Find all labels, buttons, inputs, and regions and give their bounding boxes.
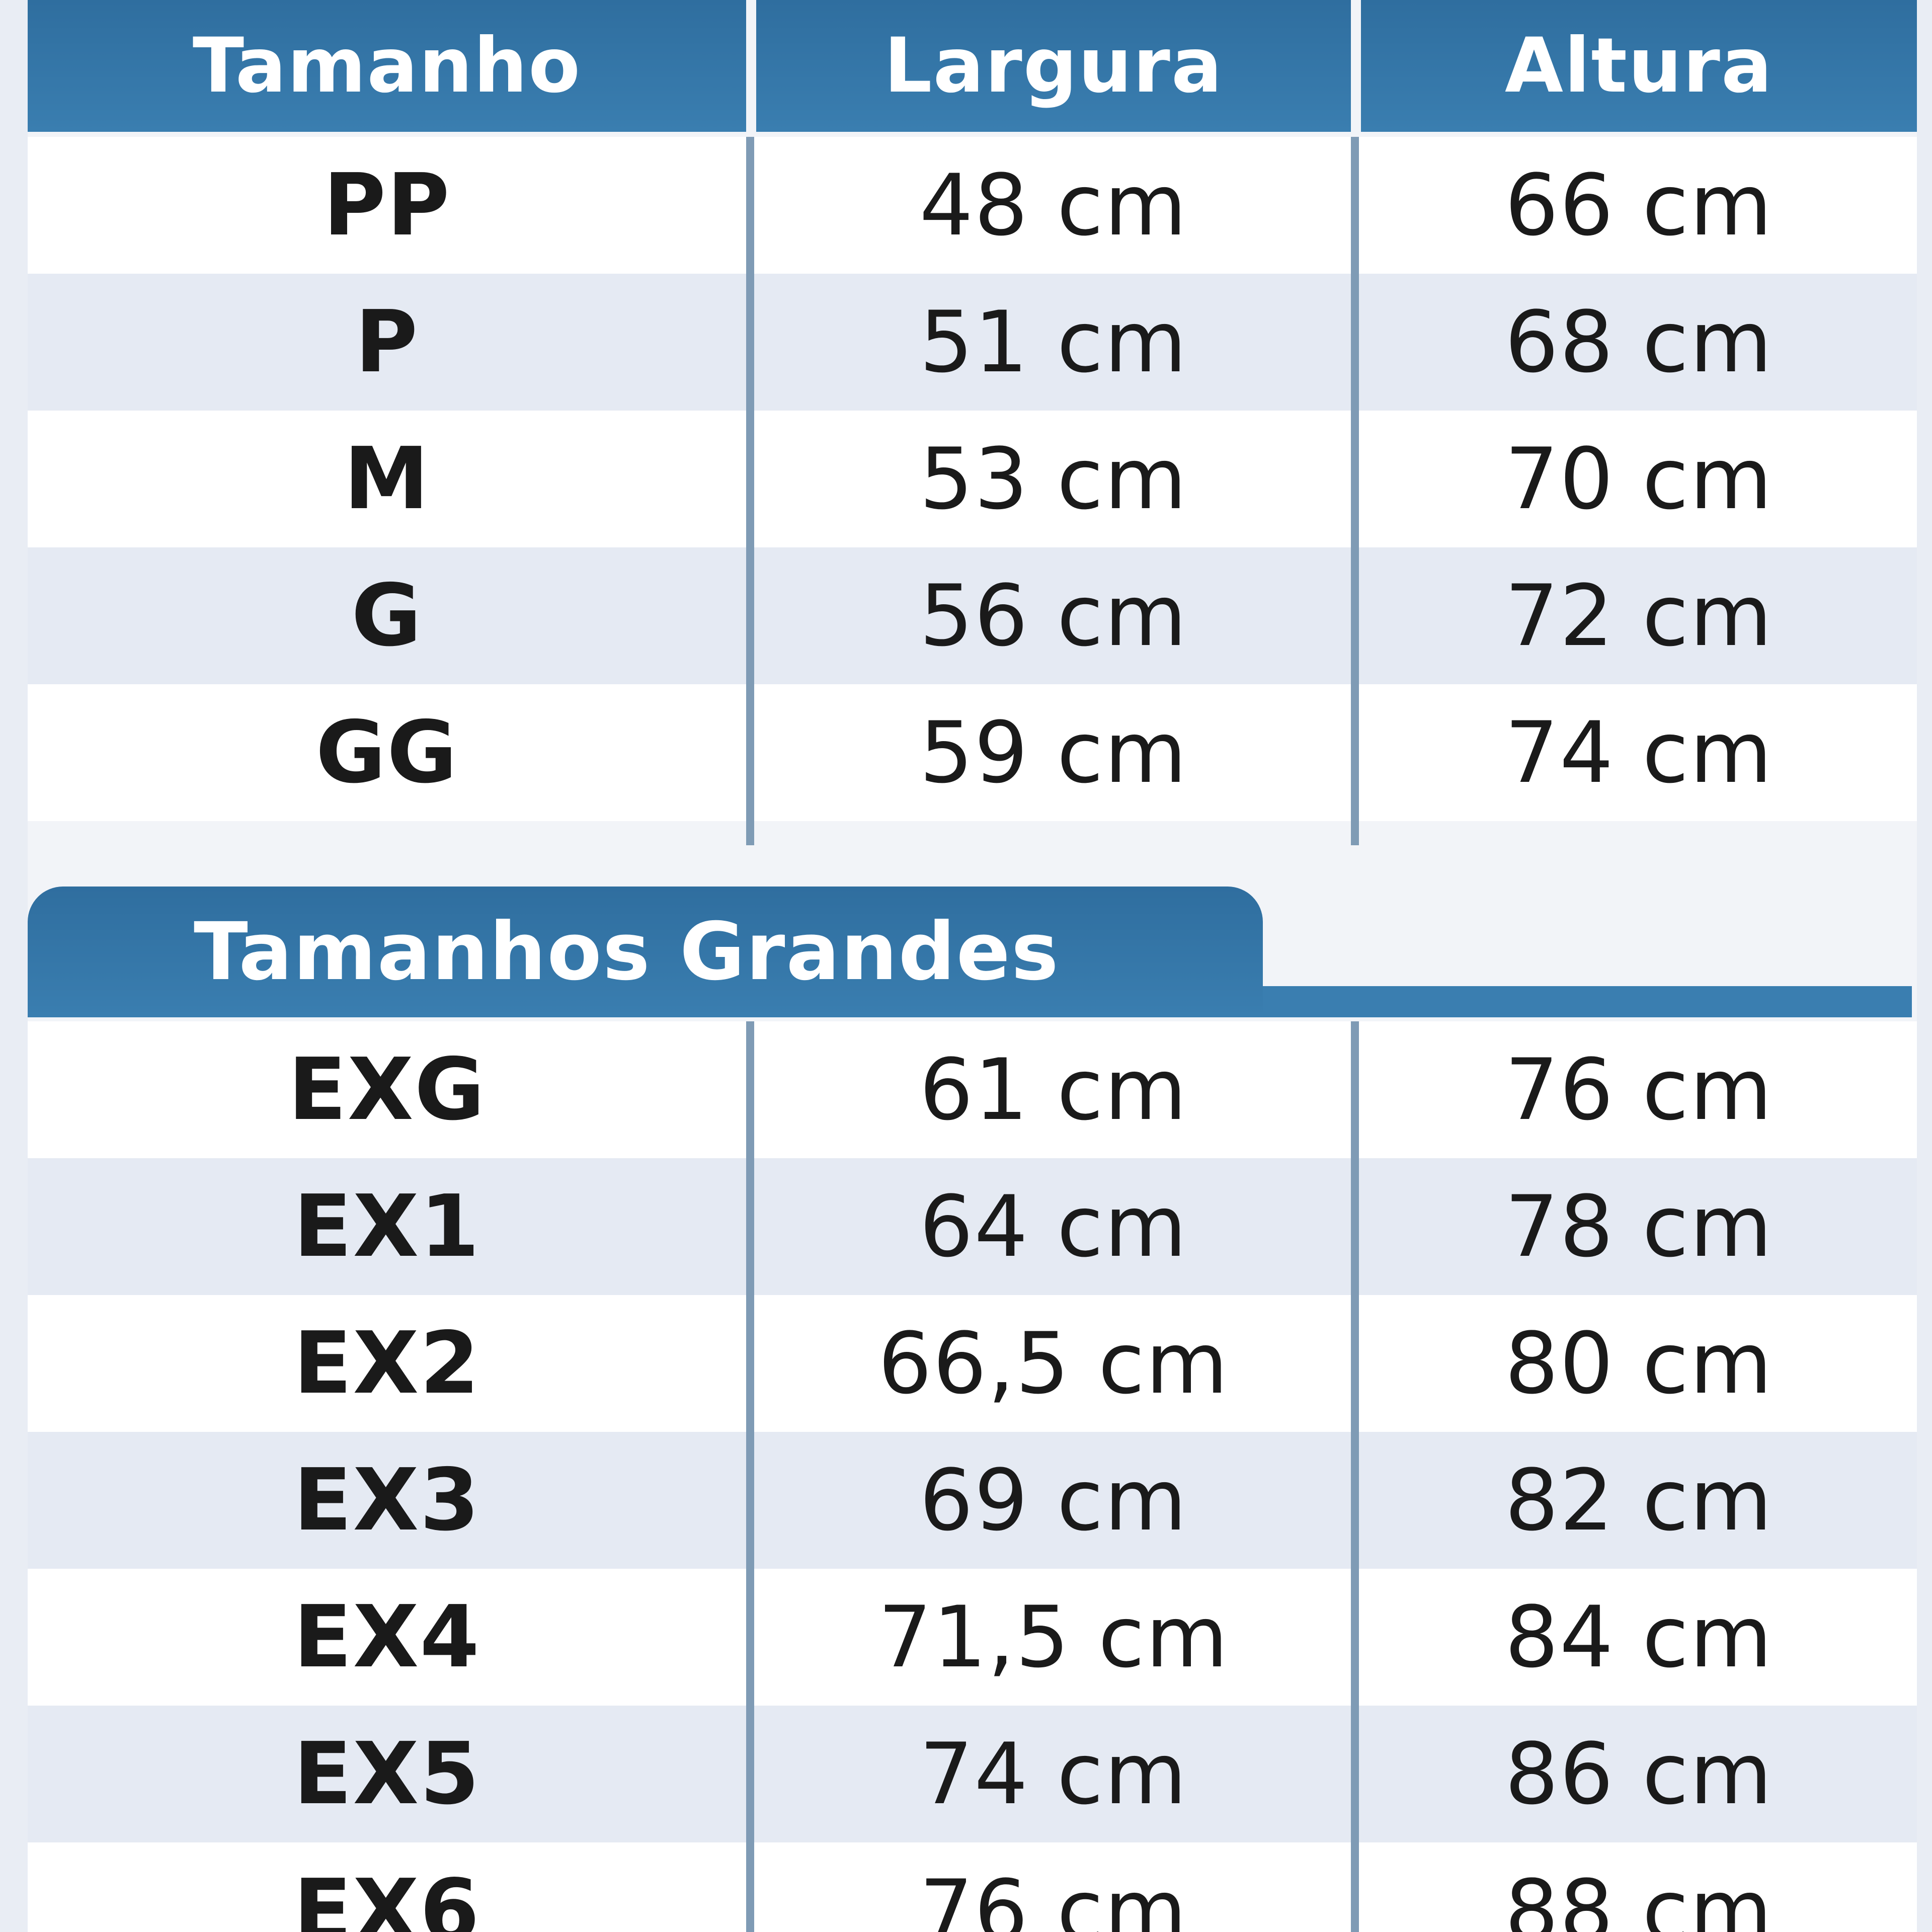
width-value: 74 cm [919, 1725, 1188, 1823]
size-label: P [355, 292, 419, 392]
width-value: 69 cm [919, 1451, 1188, 1550]
height-value: 74 cm [1504, 703, 1774, 802]
large-sizes-tab: Tamanhos Grandes [28, 887, 1263, 1017]
column-divider [1351, 137, 1359, 845]
table-row: EX4 71,5 cm 84 cm [28, 1569, 1917, 1706]
size-label: EX2 [293, 1314, 480, 1413]
height-value: 84 cm [1504, 1588, 1774, 1686]
height-value: 66 cm [1504, 156, 1774, 255]
size-label: EXG [288, 1040, 486, 1140]
column-divider [746, 137, 754, 845]
height-value: 70 cm [1504, 430, 1774, 528]
height-value: 80 cm [1504, 1314, 1774, 1413]
height-value: 88 cm [1504, 1862, 1774, 1932]
table-header: Tamanho Largura Altura [28, 0, 1917, 132]
width-value: 53 cm [919, 430, 1188, 528]
height-value: 86 cm [1504, 1725, 1774, 1823]
table-row: EX5 74 cm 86 cm [28, 1706, 1917, 1842]
size-label: EX1 [293, 1177, 480, 1276]
size-label: EX3 [293, 1451, 480, 1550]
height-value: 68 cm [1504, 293, 1774, 391]
right-margin [1917, 0, 1932, 1932]
width-value: 48 cm [919, 156, 1188, 255]
size-label: G [351, 566, 423, 666]
table-row: PP 48 cm 66 cm [28, 137, 1917, 274]
width-value: 76 cm [919, 1862, 1188, 1932]
height-value: 78 cm [1504, 1177, 1774, 1276]
header-size: Tamanho [28, 0, 746, 132]
size-label: M [344, 429, 430, 529]
table-row: M 53 cm 70 cm [28, 411, 1917, 547]
table-row: EX3 69 cm 82 cm [28, 1432, 1917, 1569]
column-divider [1351, 1021, 1359, 1932]
width-value: 59 cm [919, 703, 1188, 802]
width-value: 56 cm [919, 567, 1188, 665]
table-row: EX2 66,5 cm 80 cm [28, 1295, 1917, 1432]
table-row: EX1 64 cm 78 cm [28, 1158, 1917, 1295]
size-label: EX5 [293, 1724, 480, 1824]
column-divider [746, 1021, 754, 1932]
table-row: EXG 61 cm 76 cm [28, 1021, 1917, 1158]
table-row: P 51 cm 68 cm [28, 274, 1917, 411]
size-label: EX4 [293, 1587, 480, 1687]
width-value: 51 cm [919, 293, 1188, 391]
width-value: 61 cm [919, 1040, 1188, 1139]
height-value: 72 cm [1504, 567, 1774, 665]
left-margin [0, 0, 28, 1932]
header-height: Altura [1361, 0, 1917, 132]
size-label: EX6 [293, 1861, 480, 1932]
table-row: G 56 cm 72 cm [28, 547, 1917, 684]
width-value: 66,5 cm [878, 1314, 1229, 1413]
table-row: EX6 76 cm 88 cm [28, 1842, 1917, 1932]
size-label: GG [315, 703, 458, 802]
height-value: 82 cm [1504, 1451, 1774, 1550]
height-value: 76 cm [1504, 1040, 1774, 1139]
table-row: GG 59 cm 74 cm [28, 684, 1917, 821]
width-value: 71,5 cm [878, 1588, 1229, 1686]
header-width: Largura [756, 0, 1351, 132]
width-value: 64 cm [919, 1177, 1188, 1276]
size-label: PP [323, 155, 451, 255]
